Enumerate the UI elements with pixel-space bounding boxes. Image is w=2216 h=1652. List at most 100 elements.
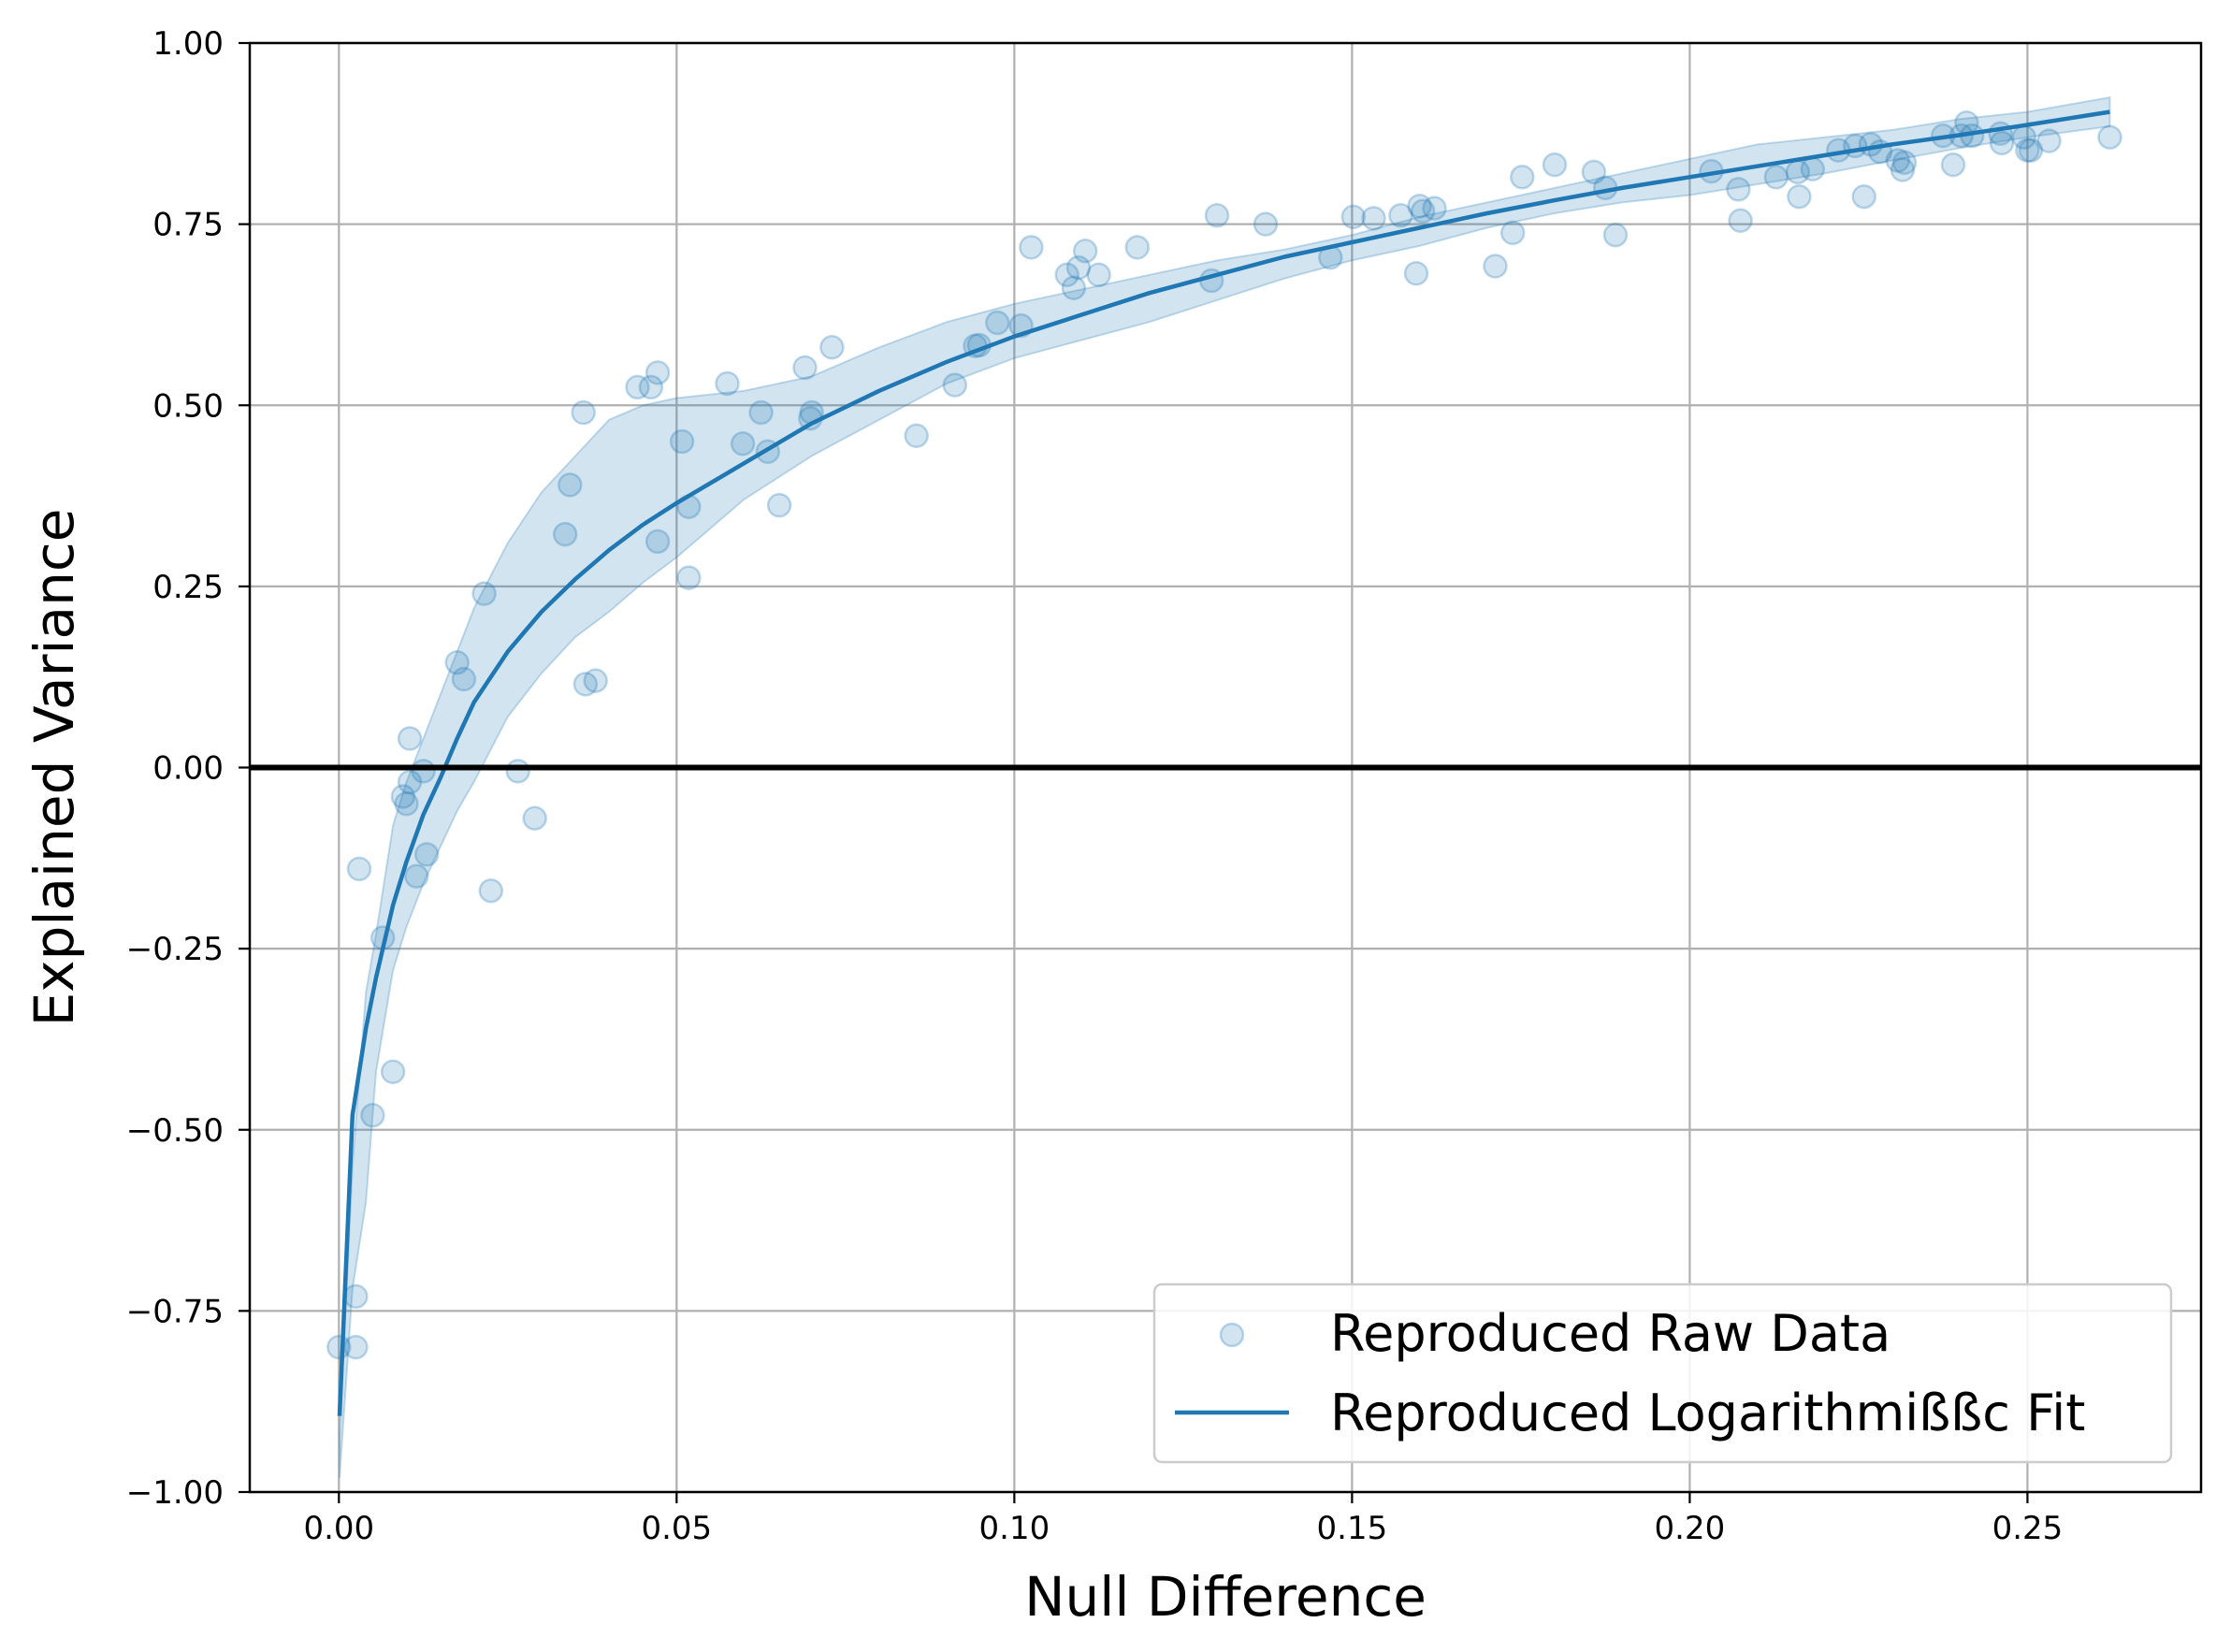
data-point [2036, 128, 2062, 153]
x-tick-label: 0.15 [1317, 1510, 1388, 1547]
data-point [1065, 254, 1092, 281]
data-point [1726, 177, 1751, 202]
data-point [397, 726, 423, 751]
data-point [1054, 262, 1079, 288]
y-tick-label: 0.75 [152, 207, 224, 244]
data-point [638, 374, 664, 400]
y-axis-ticks: −1.00 −0.75 −0.50 −0.25 0.00 0.25 0.50 0.75 1.00 [126, 25, 250, 1512]
x-axis-title: Null Difference [1024, 1565, 1427, 1629]
data-point [444, 649, 470, 675]
x-tick-label: 0.25 [1992, 1510, 2064, 1547]
data-point [522, 805, 547, 831]
data-point [1410, 198, 1436, 224]
x-tick-label: 0.20 [1655, 1510, 1726, 1547]
data-point [625, 374, 650, 400]
legend-box [1152, 1282, 2173, 1464]
data-point [1403, 261, 1429, 286]
data-point [1499, 220, 1526, 246]
data-point [645, 360, 671, 385]
data-point [1510, 165, 1535, 190]
y-tick-label: −0.75 [126, 1293, 224, 1330]
data-point [404, 863, 429, 889]
data-point [792, 355, 818, 381]
data-point [1728, 208, 1753, 234]
data-point [471, 581, 497, 606]
data-point [1787, 183, 1812, 210]
data-point [669, 428, 695, 455]
data-point [1885, 148, 1911, 173]
data-point [478, 877, 504, 904]
data-point [1581, 159, 1607, 185]
data-point [1483, 254, 1508, 279]
data-point [1204, 203, 1230, 228]
fit-line [337, 109, 2110, 1416]
data-point [390, 784, 416, 809]
data-point [346, 856, 372, 882]
data-point [1890, 157, 1916, 182]
x-tick-label: 0.00 [303, 1510, 374, 1547]
y-tick-label: 1.00 [152, 25, 224, 63]
y-axis-title: Explained Variance [22, 509, 86, 1027]
data-point [1940, 152, 1966, 178]
x-axis-ticks: 0.00 0.05 0.10 0.15 0.20 0.25 [303, 1492, 2063, 1547]
data-point [1542, 152, 1568, 178]
data-point [1061, 275, 1087, 301]
data-point [558, 472, 583, 498]
data-point [552, 521, 578, 547]
data-point [572, 672, 599, 697]
data-point [2018, 138, 2044, 163]
data-point [1019, 235, 1044, 260]
y-tick-label: −1.00 [126, 1474, 224, 1512]
y-tick-label: 0.00 [152, 750, 224, 788]
fit-line-series [337, 109, 2110, 1416]
data-point [2015, 138, 2040, 163]
data-point [645, 529, 671, 555]
data-point [1891, 150, 1918, 176]
legend-label-fit: Reproduced Logarithmißßc Fit [1330, 1384, 2085, 1442]
data-point [676, 565, 702, 590]
data-point [715, 370, 740, 397]
data-point [360, 1103, 385, 1128]
legend-marker-raw-data [1219, 1322, 1245, 1348]
data-point [1340, 204, 1367, 230]
data-point [583, 668, 608, 693]
data-point [413, 842, 440, 867]
data-point [1800, 156, 1826, 182]
data-point [397, 769, 423, 795]
data-point [394, 790, 419, 817]
y-tick-label: 0.25 [152, 569, 224, 606]
data-point [1989, 130, 2015, 156]
data-point [451, 666, 477, 692]
data-point [343, 1334, 369, 1360]
data-point [748, 399, 774, 426]
y-tick-label: −0.50 [126, 1112, 224, 1150]
data-point [1763, 165, 1789, 190]
data-point [1124, 235, 1151, 260]
data-point [1253, 211, 1279, 237]
data-point [1602, 222, 1629, 248]
data-point [1422, 196, 1447, 221]
data-point [1851, 183, 1876, 210]
data-point [380, 1059, 406, 1085]
data-point [985, 310, 1010, 336]
x-tick-label: 0.10 [979, 1510, 1050, 1547]
data-point [1361, 206, 1386, 231]
data-point [1388, 203, 1413, 228]
legend: Reproduced Raw Data Reproduced Logarithm… [1152, 1282, 2173, 1464]
data-point [505, 759, 530, 784]
data-point [1086, 262, 1111, 288]
data-point [904, 423, 929, 449]
x-tick-label: 0.05 [641, 1510, 712, 1547]
data-point [2097, 124, 2122, 150]
data-point [819, 335, 845, 360]
y-tick-label: −0.25 [126, 931, 224, 968]
y-tick-label: 0.50 [152, 387, 224, 425]
data-point [1407, 194, 1432, 219]
data-point [343, 1283, 369, 1310]
scatter-series [326, 109, 2122, 1360]
legend-label-raw-data: Reproduced Raw Data [1330, 1304, 1890, 1363]
data-point [571, 399, 596, 426]
data-point [411, 759, 436, 784]
data-point [1072, 239, 1098, 264]
